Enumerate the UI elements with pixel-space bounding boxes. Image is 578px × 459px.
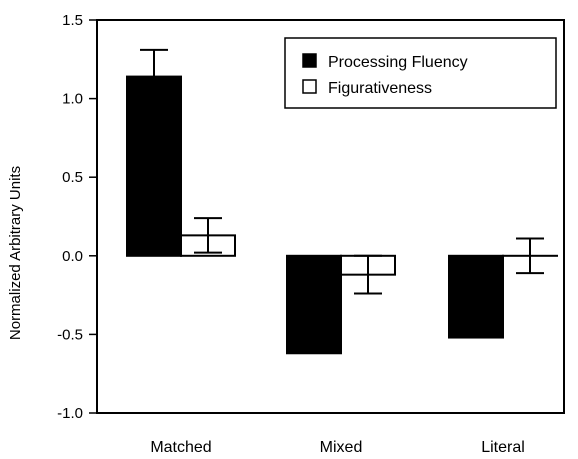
error-bars — [140, 48, 544, 354]
legend: Processing Fluency Figurativeness — [284, 37, 557, 109]
error-bar — [516, 237, 544, 275]
x-category-label: Literal — [481, 439, 525, 456]
bar-marks — [126, 75, 558, 355]
y-tick-label: 1.0 — [62, 91, 83, 108]
error-bar — [194, 217, 222, 254]
x-axis-categories: Matched Mixed Literal — [150, 439, 524, 456]
x-category-label: Mixed — [320, 439, 363, 456]
error-bar — [140, 48, 168, 77]
error-bar — [300, 319, 328, 354]
bar-processing-fluency-matched — [126, 75, 182, 257]
y-tick-label: -0.5 — [57, 326, 83, 343]
y-axis-label: Normalized Arbitrary Units — [7, 166, 24, 340]
y-tick-label: 1.5 — [62, 12, 83, 29]
y-tick-label: 0.5 — [62, 169, 83, 186]
y-tick-label: 0.0 — [62, 248, 83, 265]
error-bar — [462, 300, 490, 338]
y-tick-label: -1.0 — [57, 405, 83, 422]
legend-label-processing-fluency: Processing Fluency — [328, 54, 468, 71]
legend-frame — [284, 37, 557, 109]
plot-frame — [96, 19, 565, 414]
legend-label-figurativeness: Figurativeness — [328, 80, 432, 97]
error-bar — [354, 254, 382, 295]
y-axis: -1.0 -0.5 0.0 0.5 1.0 1.5 — [57, 12, 97, 422]
legend-swatch-processing-fluency — [302, 53, 317, 68]
x-category-label: Matched — [150, 439, 211, 456]
legend-swatch-figurativeness — [302, 79, 317, 94]
